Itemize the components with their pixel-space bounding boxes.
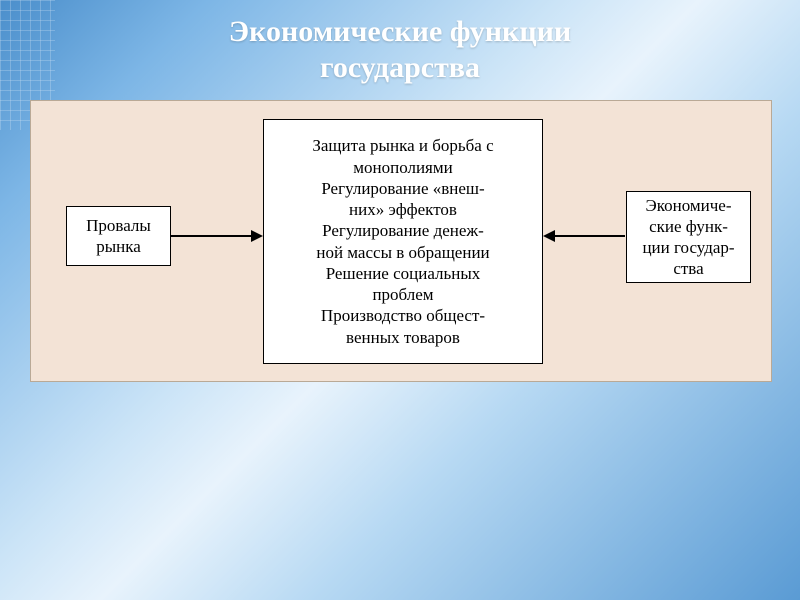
slide-title: Экономические функции государства xyxy=(0,14,800,86)
center-line: ной массы в обращении xyxy=(268,242,538,263)
node-center-text: Защита рынка и борьба с монополиями Регу… xyxy=(268,135,538,348)
arrow-right-to-center xyxy=(545,235,625,237)
node-left: Провалы рынка xyxy=(66,206,171,266)
node-right-text: Экономиче- ские функ- ции государ- ства xyxy=(642,195,734,280)
center-line: Производство общест- xyxy=(268,305,538,326)
center-line: проблем xyxy=(268,284,538,305)
center-line: венных товаров xyxy=(268,327,538,348)
center-line: Решение социальных xyxy=(268,263,538,284)
arrow-left-to-center xyxy=(171,235,261,237)
center-line: Защита рынка и борьба с xyxy=(268,135,538,156)
diagram-panel: Провалы рынка Защита рынка и борьба с мо… xyxy=(30,100,772,382)
slide: Экономические функции государства Провал… xyxy=(0,0,800,600)
title-line-2: государства xyxy=(320,51,480,84)
center-line: монополиями xyxy=(268,157,538,178)
title-line-1: Экономические функции xyxy=(229,15,571,48)
center-line: них» эффектов xyxy=(268,199,538,220)
center-line: Регулирование денеж- xyxy=(268,220,538,241)
node-left-text: Провалы рынка xyxy=(86,215,151,258)
node-right: Экономиче- ские функ- ции государ- ства xyxy=(626,191,751,283)
center-line: Регулирование «внеш- xyxy=(268,178,538,199)
node-center: Защита рынка и борьба с монополиями Регу… xyxy=(263,119,543,364)
